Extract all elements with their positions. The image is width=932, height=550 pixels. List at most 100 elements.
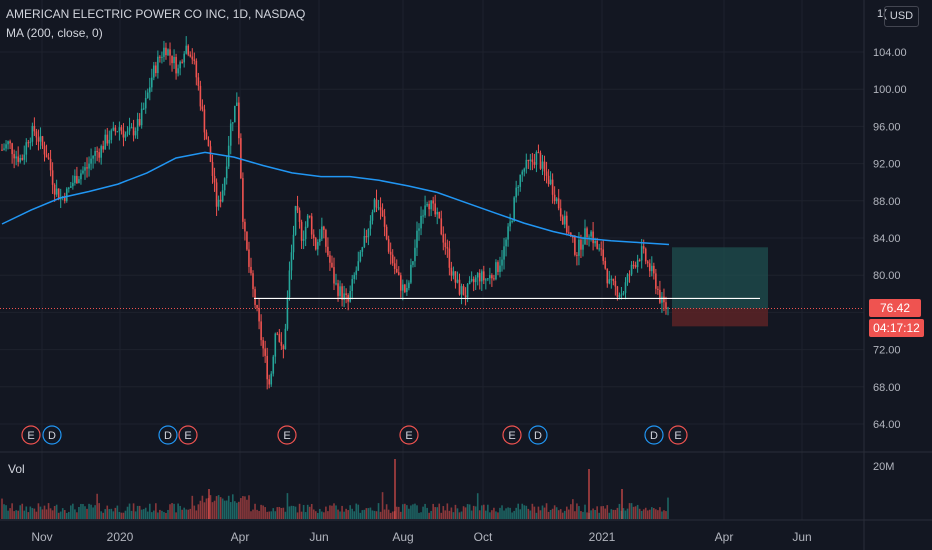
dividend-marker[interactable]: D	[43, 426, 61, 444]
volume-bar	[345, 509, 347, 519]
volume-bar	[232, 494, 234, 519]
volume-bar	[461, 511, 463, 519]
volume-bar	[489, 512, 491, 519]
profit-zone[interactable]	[672, 247, 768, 308]
volume-bar	[125, 511, 127, 519]
candle-body	[315, 238, 317, 249]
dividend-marker[interactable]: D	[529, 426, 547, 444]
svg-text:E: E	[405, 430, 412, 442]
candle-body	[295, 206, 297, 235]
volume-bar	[647, 510, 649, 519]
candle-body	[1, 150, 3, 151]
earnings-marker[interactable]: E	[400, 426, 418, 444]
candle-body	[301, 222, 303, 241]
candle-body	[137, 119, 139, 131]
candle-body	[445, 243, 447, 248]
candle-body	[270, 374, 272, 385]
candle-body	[440, 218, 442, 234]
candle-body	[157, 57, 159, 73]
candle-body	[606, 269, 608, 284]
volume-bar	[3, 504, 5, 519]
volume-bar	[210, 495, 212, 519]
candle-body	[285, 329, 287, 349]
candle-body	[617, 287, 619, 297]
volume-bar	[30, 507, 32, 519]
volume-bar	[285, 512, 287, 519]
candle-body	[189, 55, 191, 57]
volume-bar	[163, 512, 165, 519]
candle-body	[274, 334, 276, 357]
candle-body	[329, 255, 331, 262]
symbol-title[interactable]: AMERICAN ELECTRIC POWER CO INC, 1D, NASD…	[6, 7, 305, 21]
volume-bar	[92, 507, 94, 519]
candle-body	[376, 199, 378, 207]
candle-body	[36, 131, 38, 137]
volume-bar	[224, 501, 226, 519]
loss-zone[interactable]	[672, 308, 768, 326]
svg-text:E: E	[283, 430, 290, 442]
volume-bar	[586, 512, 588, 519]
dividend-marker[interactable]: D	[645, 426, 663, 444]
volume-bar	[349, 505, 351, 519]
volume-bar	[25, 506, 27, 519]
volume-bar	[519, 509, 521, 519]
volume-bar	[204, 502, 206, 519]
volume-bar	[42, 509, 44, 519]
candle-body	[335, 283, 337, 284]
candle-body	[534, 162, 536, 165]
candle-body	[78, 179, 80, 183]
candle-body	[602, 249, 604, 260]
candle-body	[653, 266, 655, 274]
candle-body	[503, 246, 505, 259]
candle-body	[651, 266, 653, 271]
volume-bar	[487, 505, 489, 519]
earnings-marker[interactable]: E	[669, 426, 687, 444]
volume-bar	[362, 510, 364, 519]
candle-body	[123, 131, 125, 138]
volume-bar	[252, 510, 254, 519]
candle-body	[554, 195, 556, 201]
candle-body	[497, 262, 499, 272]
candle-body	[582, 245, 584, 250]
volume-bar	[206, 498, 208, 519]
candle-body	[283, 346, 285, 349]
volume-bar	[400, 512, 402, 519]
candle-body	[523, 169, 525, 172]
candle-body	[384, 216, 386, 227]
candle-body	[145, 98, 147, 108]
candle-body	[600, 248, 602, 249]
candle-body	[52, 170, 54, 184]
currency-button[interactable]: USD	[884, 6, 919, 27]
x-tick-label: 2020	[107, 530, 134, 544]
candle-body	[277, 334, 279, 335]
candle-body	[388, 239, 390, 252]
earnings-marker[interactable]: E	[278, 426, 296, 444]
volume-bar	[13, 511, 15, 519]
volume-bar	[151, 512, 153, 519]
earnings-marker[interactable]: E	[503, 426, 521, 444]
volume-legend[interactable]: Vol	[8, 462, 25, 476]
volume-bar	[323, 512, 325, 519]
earnings-marker[interactable]: E	[22, 426, 40, 444]
earnings-marker[interactable]: E	[179, 426, 197, 444]
candle-body	[493, 278, 495, 279]
candle-body	[623, 293, 625, 294]
candle-body	[560, 208, 562, 216]
candle-body	[360, 252, 362, 261]
volume-bar	[147, 512, 149, 519]
y-tick-label: 64.00	[873, 419, 901, 431]
candle-body	[119, 127, 121, 131]
volume-bar	[56, 505, 58, 519]
dividend-marker[interactable]: D	[159, 426, 177, 444]
candle-body	[86, 167, 88, 168]
volume-bar	[451, 508, 453, 519]
candle-body	[121, 127, 123, 130]
candle-body	[84, 167, 86, 170]
candle-body	[46, 154, 48, 157]
volume-bar	[299, 504, 301, 519]
indicator-legend[interactable]: MA (200, close, 0)	[6, 26, 103, 40]
volume-bar	[54, 506, 56, 519]
candle-body	[21, 158, 23, 160]
volume-bar	[534, 507, 536, 519]
